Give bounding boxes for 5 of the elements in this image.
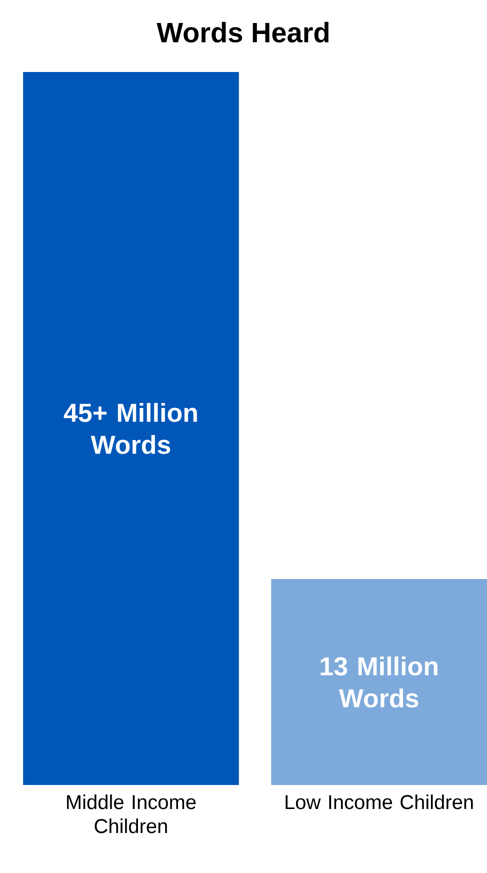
data-label: 45+ Million Words [64,402,197,454]
x-tick-label: Low Income Children [286,794,473,810]
x-tick-label: Middle Income Children [67,794,196,834]
data-label: 13 Million Words [320,656,438,708]
chart-title: Words Heard [156,22,328,43]
